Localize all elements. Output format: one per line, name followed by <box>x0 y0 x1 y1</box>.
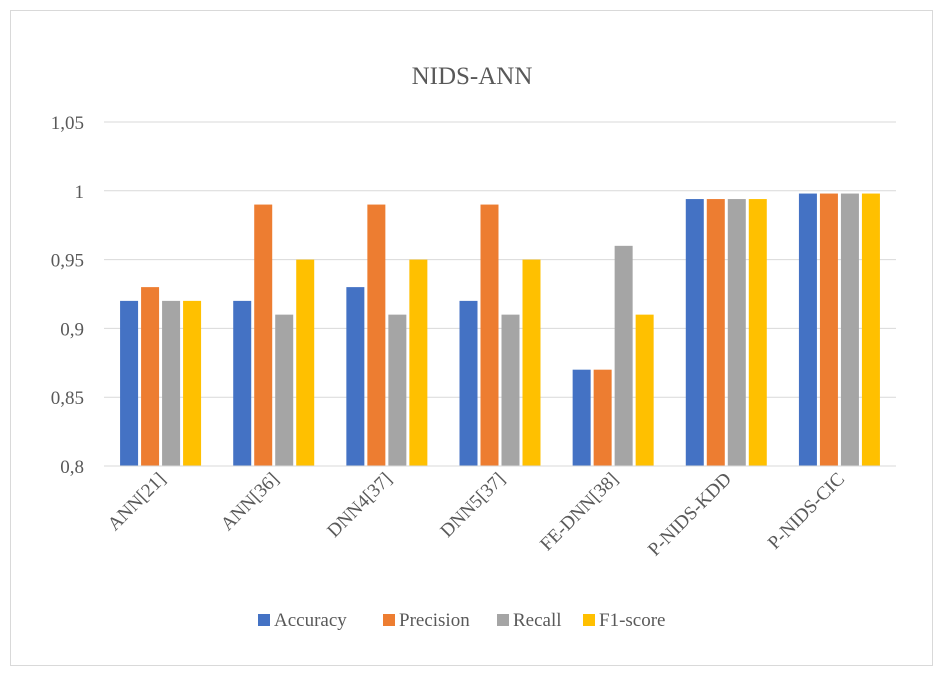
y-tick-label: 0,95 <box>51 251 84 272</box>
bars <box>120 193 880 466</box>
legend-swatch <box>497 614 509 626</box>
bar-recall <box>614 245 633 466</box>
x-tick-label: P-NIDS-CIC <box>764 469 849 554</box>
bar-f1-score <box>635 314 654 466</box>
bar-recall <box>840 193 859 466</box>
bar-f1-score <box>409 259 428 466</box>
legend-swatch <box>583 614 595 626</box>
bar-accuracy <box>798 193 817 466</box>
x-tick-label: P-NIDS-KDD <box>644 469 736 561</box>
bar-f1-score <box>296 259 315 466</box>
legend-swatch <box>258 614 270 626</box>
y-tick-label: 0,8 <box>60 457 84 478</box>
bar-recall <box>275 314 294 466</box>
bar-precision <box>367 204 386 466</box>
bar-f1-score <box>183 300 202 466</box>
bar-recall <box>388 314 407 466</box>
legend: Accuracy Precision Recall F1-score <box>258 610 665 631</box>
legend-label: Accuracy <box>274 610 347 631</box>
bar-recall <box>727 199 746 466</box>
x-tick-label: DNN4[37] <box>323 469 396 542</box>
bar-f1-score <box>522 259 541 466</box>
x-tick-label: ANN[21] <box>104 469 170 535</box>
bar-precision <box>254 204 273 466</box>
bar-precision <box>819 193 838 466</box>
bar-precision <box>593 369 612 466</box>
bar-precision <box>141 287 160 466</box>
bar-accuracy <box>572 369 591 466</box>
bar-precision <box>706 199 725 466</box>
bar-accuracy <box>233 300 252 466</box>
x-tick-label: DNN5[37] <box>436 469 509 542</box>
bar-recall <box>501 314 520 466</box>
bar-accuracy <box>685 199 704 466</box>
bar-f1-score <box>748 199 767 466</box>
legend-label: Precision <box>399 610 470 631</box>
legend-label: F1-score <box>599 610 665 631</box>
x-axis-tick-labels: ANN[21] ANN[36] DNN4[37] DNN5[37] FE-DNN[38]… <box>104 469 849 561</box>
bar-precision <box>480 204 499 466</box>
bar-recall <box>162 300 181 466</box>
legend-swatch <box>383 614 395 626</box>
chart-title: NIDS-ANN <box>412 63 533 90</box>
legend-label: Recall <box>513 610 562 631</box>
bar-accuracy <box>120 300 139 466</box>
y-axis-tick-labels: 0,8 0,85 0,9 0,95 1 1,05 <box>51 113 84 478</box>
bar-f1-score <box>861 193 880 466</box>
y-tick-label: 1,05 <box>51 113 84 134</box>
y-tick-label: 1 <box>75 182 85 203</box>
y-tick-label: 0,9 <box>60 319 84 340</box>
y-tick-label: 0,85 <box>51 388 84 409</box>
bar-accuracy <box>459 300 478 466</box>
bar-accuracy <box>346 287 365 466</box>
x-tick-label: ANN[36] <box>217 469 283 535</box>
gridlines <box>104 121 896 398</box>
x-tick-label: FE-DNN[38] <box>536 469 622 555</box>
